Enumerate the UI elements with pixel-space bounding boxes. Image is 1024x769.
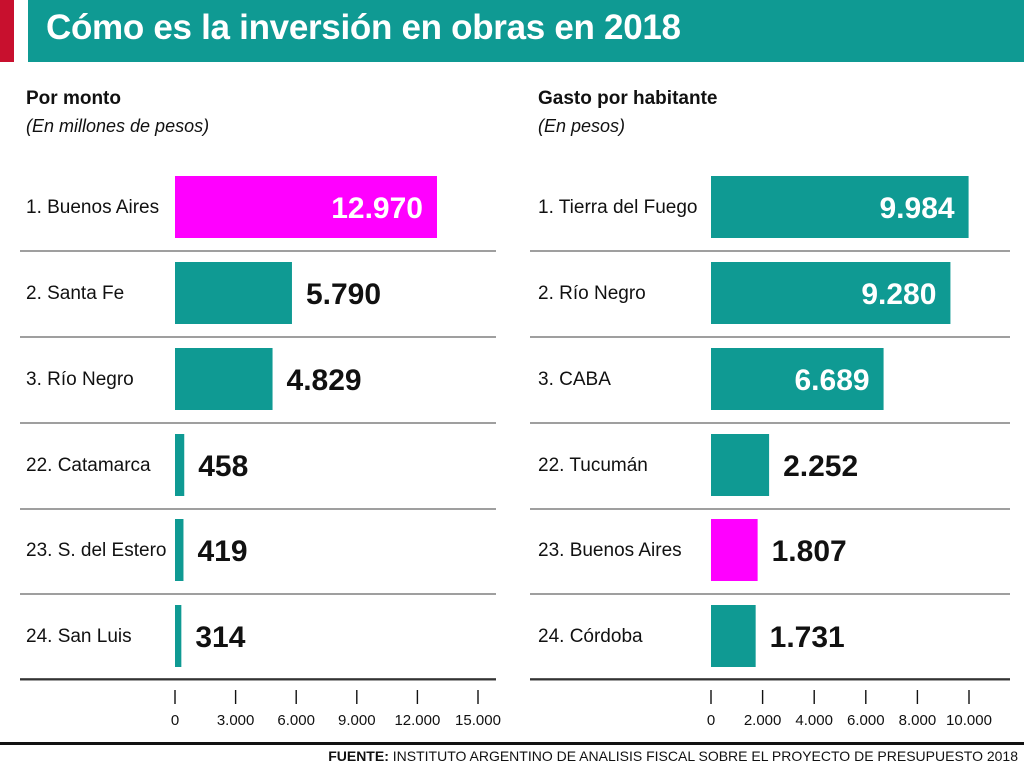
value-label: 419 [197,535,247,568]
source-note: FUENTE: INSTITUTO ARGENTINO DE ANALISIS … [328,748,1018,764]
right-bar-chart: 1. Tierra del Fuego 9.984 2. Río Negro 9.28… [530,176,1010,729]
tick-label: 0 [171,712,179,729]
value-label: 9.280 [861,278,936,311]
bar-6 [711,605,756,667]
left-panel-heading: Por monto (En millones de pesos) [26,88,209,137]
category-label: 23. S. del Estero [26,540,166,561]
tick-label: 12.000 [394,712,440,729]
value-label: 4.829 [287,364,362,397]
category-label: 3. Río Negro [26,369,134,390]
footer-divider [0,742,1024,745]
category-label: 1. Buenos Aires [26,197,159,218]
tick-label: 6.000 [847,712,885,729]
value-label: 9.984 [880,192,955,225]
category-label: 24. San Luis [26,626,132,647]
bar-4 [175,434,185,496]
tick-label: 8.000 [899,712,937,729]
tick-label: 6.000 [277,712,315,729]
header-accent-stripe [0,0,14,62]
category-label: 24. Córdoba [538,626,643,647]
tick-label: 4.000 [795,712,833,729]
bar-1 [711,176,969,238]
left-chart-subtitle: (En millones de pesos) [26,116,210,136]
value-label: 5.790 [306,278,381,311]
tick-label: 10.000 [946,712,992,729]
value-label: 1.731 [770,621,845,654]
tick-label: 3.000 [217,712,255,729]
category-label: 22. Tucumán [538,455,648,476]
category-label: 2. Santa Fe [26,283,124,304]
tick-label: 15.000 [455,712,501,729]
value-label: 314 [195,621,245,654]
bar-5 [175,519,184,581]
tick-label: 2.000 [744,712,782,729]
header-bar [28,0,1024,62]
bar-3 [175,348,273,410]
right-chart-title: Gasto por habitante [538,88,718,109]
left-chart-title: Por monto [26,88,121,109]
category-label: 23. Buenos Aires [538,540,682,561]
source-label: FUENTE: [328,748,389,764]
value-label: 1.807 [772,535,847,568]
page-title: Cómo es la inversión en obras en 2018 [46,8,681,47]
bar-2 [175,262,292,324]
header-banner: Cómo es la inversión en obras en 2018 [0,0,1024,62]
right-chart-subtitle: (En pesos) [538,116,626,136]
right-panel-heading: Gasto por habitante (En pesos) [538,88,717,137]
category-label: 3. CABA [538,369,611,390]
bar-4 [711,434,770,496]
bar-6 [175,605,182,667]
left-bar-chart: 1. Buenos Aires 12.970 2. Santa Fe 5.790 3. … [20,176,501,729]
value-label: 458 [198,450,248,483]
bar-1 [175,176,437,238]
value-label: 6.689 [794,364,869,397]
value-label: 12.970 [331,192,423,225]
value-label: 2.252 [783,450,858,483]
bar-2 [711,262,951,324]
bar-5 [711,519,758,581]
bar-3 [711,348,884,410]
category-label: 1. Tierra del Fuego [538,197,697,218]
tick-label: 9.000 [338,712,376,729]
source-text: INSTITUTO ARGENTINO DE ANALISIS FISCAL S… [388,748,1018,764]
tick-label: 0 [707,712,715,729]
category-label: 22. Catamarca [26,455,151,476]
category-label: 2. Río Negro [538,283,646,304]
